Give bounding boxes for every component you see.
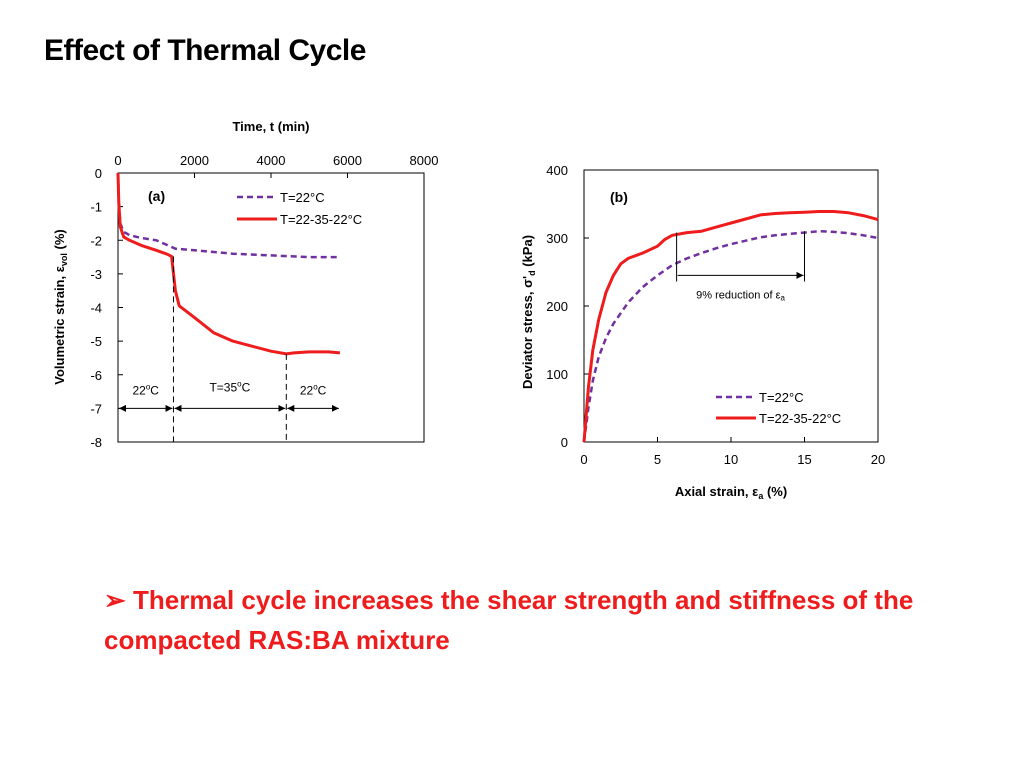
legend: T=22°C T=22-35-22°C bbox=[237, 190, 362, 227]
y-tick-label: -4 bbox=[90, 301, 102, 316]
legend-label: T=22°C bbox=[759, 390, 804, 405]
legend: T=22°C T=22-35-22°C bbox=[716, 390, 841, 426]
y-tick-label: 300 bbox=[546, 231, 568, 246]
y-axis-ticks: 0 100 200 300 400 bbox=[546, 163, 589, 450]
series-line-thermal-cycle bbox=[116, 172, 341, 356]
y-tick-label: -6 bbox=[90, 368, 102, 383]
volumetric-strain-chart: 0 2000 4000 6000 8000 0 -1 -2 -3 -4 -5 -6 -7 -8 Time… bbox=[52, 119, 438, 450]
y-tick-label: -5 bbox=[90, 334, 102, 349]
bullet-arrow-icon: ➢ bbox=[104, 585, 126, 615]
y-tick-label: 0 bbox=[561, 435, 568, 450]
legend-label: T=22°C bbox=[280, 190, 325, 205]
temperature-stage-annotations: 22oC T=35oC 22oC bbox=[119, 256, 339, 442]
x-axis-title: Time, t (min) bbox=[232, 119, 309, 134]
stage-label: 22oC bbox=[300, 382, 327, 397]
x-tick-label: 15 bbox=[797, 452, 811, 467]
x-tick-label: 4000 bbox=[257, 153, 286, 168]
series-line-thermal-cycle bbox=[582, 210, 879, 443]
bullet-point: ➢ Thermal cycle increases the shear stre… bbox=[104, 580, 954, 660]
y-axis-title: Volumetric strain, εvol (%) bbox=[52, 229, 69, 384]
panel-label-b: (b) bbox=[610, 189, 628, 205]
x-axis-ticks: 0 5 10 15 20 bbox=[580, 437, 885, 467]
series-group bbox=[116, 172, 341, 356]
stage-label: T=35oC bbox=[209, 379, 250, 394]
y-tick-label: 0 bbox=[95, 166, 102, 181]
series-group bbox=[582, 210, 879, 443]
y-tick-label: -8 bbox=[90, 435, 102, 450]
stage-label: 22oC bbox=[132, 382, 159, 397]
panel-label-a: (a) bbox=[148, 188, 165, 204]
legend-label: T=22-35-22°C bbox=[759, 411, 841, 426]
x-axis-ticks: 0 2000 4000 6000 8000 bbox=[114, 153, 438, 178]
x-tick-label: 0 bbox=[114, 153, 121, 168]
y-tick-label: -2 bbox=[90, 233, 102, 248]
x-tick-label: 2000 bbox=[180, 153, 209, 168]
legend-label: T=22-35-22°C bbox=[280, 212, 362, 227]
x-tick-label: 6000 bbox=[333, 153, 362, 168]
series-line-constant-temperature bbox=[582, 229, 879, 443]
x-tick-label: 20 bbox=[871, 452, 885, 467]
x-axis-title: Axial strain, εa (%) bbox=[675, 484, 787, 501]
y-tick-label: -1 bbox=[90, 200, 102, 215]
x-tick-label: 0 bbox=[580, 452, 587, 467]
reduction-label: 9% reduction of εa bbox=[696, 289, 785, 302]
y-tick-label: 100 bbox=[546, 367, 568, 382]
y-tick-label: 400 bbox=[546, 163, 568, 178]
x-tick-label: 8000 bbox=[410, 153, 439, 168]
x-tick-label: 10 bbox=[724, 452, 738, 467]
x-tick-label: 5 bbox=[654, 452, 661, 467]
deviator-stress-chart: 0 5 10 15 20 0 100 200 300 400 Axial strain, εa … bbox=[520, 163, 885, 501]
y-axis-title: Deviator stress, σ'd (kPa) bbox=[520, 235, 537, 389]
plot-area-frame bbox=[117, 172, 425, 443]
slide-title: Effect of Thermal Cycle bbox=[44, 34, 366, 67]
y-axis-ticks: 0 -1 -2 -3 -4 -5 -6 -7 -8 bbox=[90, 166, 123, 450]
y-tick-label: 200 bbox=[546, 299, 568, 314]
y-tick-label: -7 bbox=[90, 401, 102, 416]
strain-reduction-annotation: 9% reduction of εa bbox=[676, 231, 805, 302]
y-tick-label: -3 bbox=[90, 267, 102, 282]
bullet-text: Thermal cycle increases the shear streng… bbox=[104, 585, 914, 655]
